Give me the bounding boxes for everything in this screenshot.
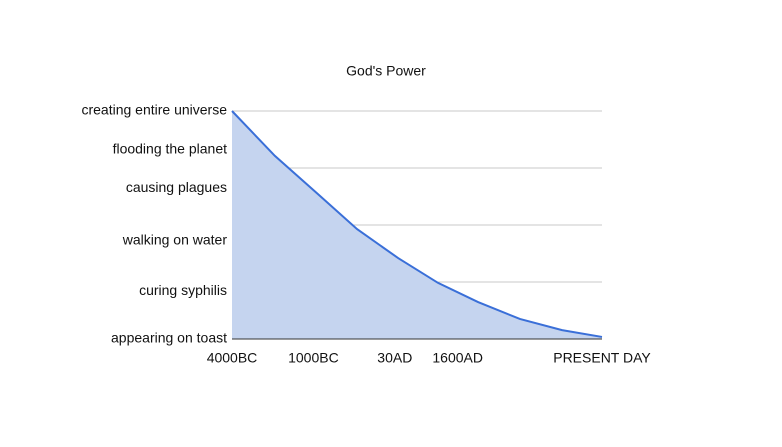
area-line (231, 110, 603, 338)
x-tick-label: PRESENT DAY (553, 350, 651, 366)
x-tick-label: 4000BC (207, 350, 258, 366)
y-tick-label: curing syphilis (139, 282, 227, 298)
y-tick-label: causing plagues (126, 179, 227, 195)
y-tick-label: flooding the planet (113, 140, 228, 156)
y-tick-label: appearing on toast (111, 330, 227, 346)
x-tick-label: 1600AD (432, 350, 483, 366)
x-tick-label: 30AD (377, 350, 412, 366)
chart-title: God's Power (346, 63, 426, 79)
y-tick-label: creating entire universe (81, 102, 227, 118)
area-fill (232, 111, 602, 339)
x-tick-label: 1000BC (288, 350, 339, 366)
y-tick-label: walking on water (122, 232, 228, 248)
